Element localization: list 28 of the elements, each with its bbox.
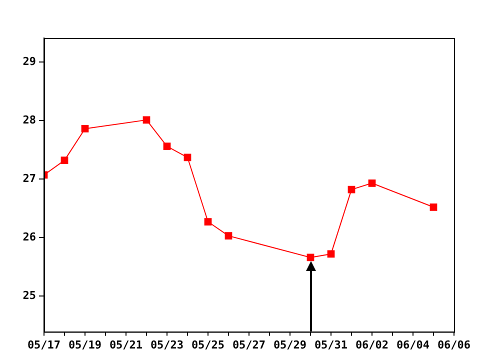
x-tick-label: 06/04 xyxy=(396,338,430,352)
x-tick-label: 05/17 xyxy=(27,338,61,352)
point xyxy=(368,179,376,187)
y-tick-label: 29 xyxy=(22,54,36,68)
point xyxy=(430,203,438,211)
x-tick-label: 05/31 xyxy=(314,338,348,352)
y-tick-label: 25 xyxy=(22,288,36,302)
x-tick-label: 05/23 xyxy=(150,338,184,352)
point xyxy=(163,142,171,150)
point xyxy=(327,250,335,258)
x-tick-label: 05/21 xyxy=(109,338,143,352)
x-tick-label: 06/06 xyxy=(437,338,471,352)
y-tick-label: 26 xyxy=(22,230,36,244)
point xyxy=(348,186,356,194)
x-tick-label: 05/19 xyxy=(68,338,102,352)
point xyxy=(142,116,150,124)
point xyxy=(60,156,68,164)
x-tick-label: 06/02 xyxy=(355,338,389,352)
x-tick-label: 05/29 xyxy=(273,338,307,352)
x-tick-label: 05/25 xyxy=(191,338,225,352)
point xyxy=(81,125,89,132)
point xyxy=(306,254,314,262)
y-tick-label: 28 xyxy=(22,113,36,126)
point xyxy=(224,232,232,240)
point xyxy=(184,154,192,162)
point xyxy=(204,218,212,226)
y-tick-label: 27 xyxy=(22,172,36,185)
x-tick-label: 05/27 xyxy=(232,338,266,352)
